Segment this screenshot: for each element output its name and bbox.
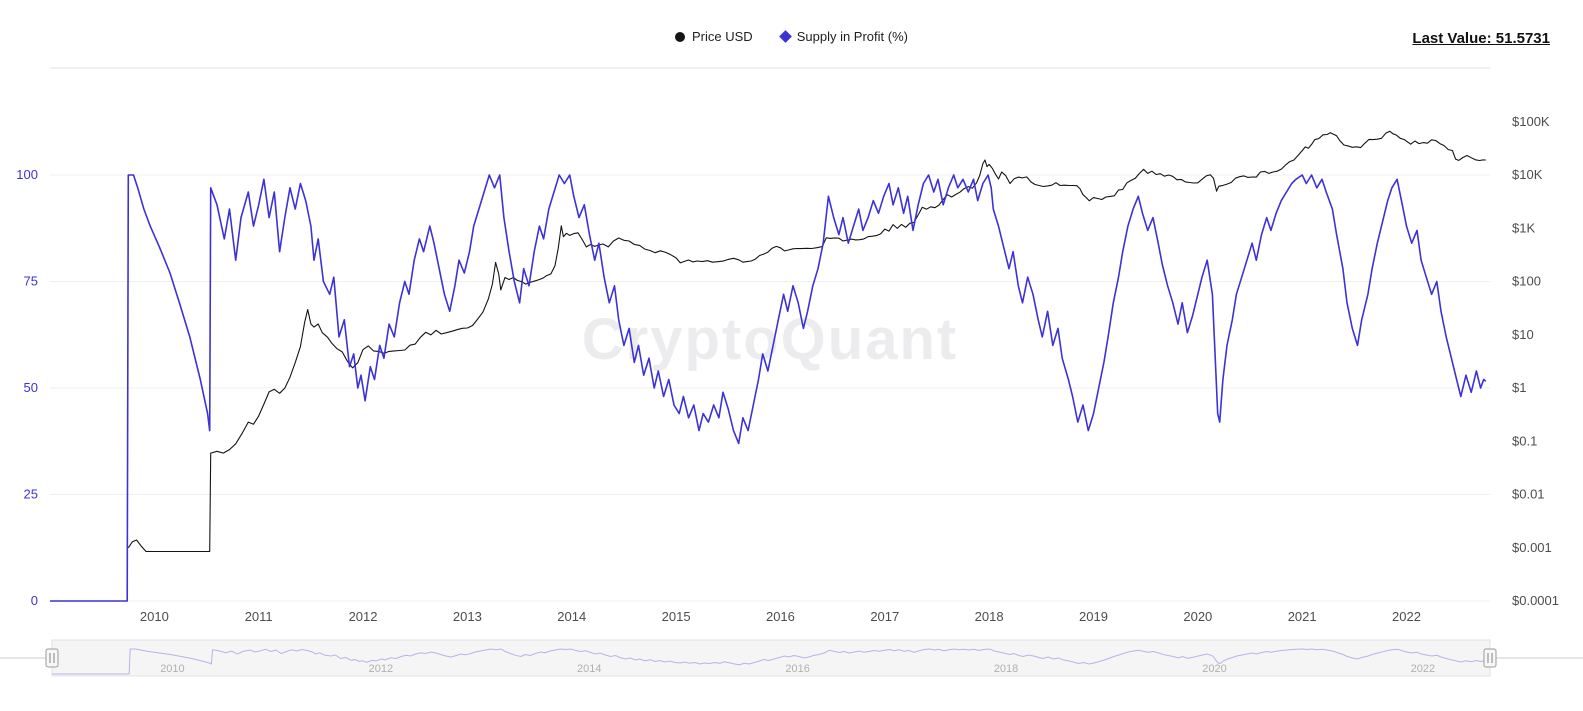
series-line-price-usd	[127, 130, 1486, 553]
legend-item-price-usd[interactable]: Price USD	[675, 29, 753, 44]
y-axis-right-tick-label: $0.01	[1512, 487, 1545, 502]
legend-item-supply-in-profit[interactable]: Supply in Profit (%)	[778, 29, 908, 44]
navigator-year-label: 2018	[994, 663, 1018, 675]
x-axis-tick-label: 2020	[1183, 609, 1212, 624]
y-axis-right-tick-label: $0.0001	[1512, 593, 1559, 608]
x-axis-tick-label: 2019	[1079, 609, 1108, 624]
x-axis-tick-label: 2011	[245, 609, 273, 624]
last-value-label: Last Value: 51.5731	[1412, 30, 1550, 47]
y-axis-right-tick-label: $0.001	[1512, 540, 1552, 555]
navigator-handle-left-grip[interactable]	[45, 648, 59, 668]
x-axis-tick-label: 2012	[349, 609, 378, 624]
y-axis-right-tick-label: $10K	[1512, 167, 1543, 182]
navigator-track[interactable]	[51, 639, 1491, 677]
supply-in-profit-marker-icon	[778, 30, 792, 43]
navigator-handle-right-grip[interactable]	[1483, 648, 1497, 668]
x-axis-tick-label: 2022	[1392, 609, 1421, 624]
y-axis-right-tick-label: $100	[1512, 274, 1541, 289]
navigator-year-label: 2014	[577, 663, 601, 675]
navigator-year-label: 2012	[369, 663, 393, 675]
y-axis-left-tick-label: 0	[31, 593, 38, 608]
y-axis-right-tick-label: $100K	[1512, 114, 1550, 129]
price-usd-marker-icon	[675, 31, 686, 42]
x-axis-tick-label: 2016	[766, 609, 795, 624]
x-axis-tick-label: 2018	[975, 609, 1004, 624]
x-axis-tick-label: 2014	[557, 609, 586, 624]
legend-label-supply-in-profit: Supply in Profit (%)	[796, 29, 908, 44]
x-axis-tick-label: 2017	[870, 609, 899, 624]
y-axis-right-tick-label: $1	[1512, 380, 1526, 395]
navigator-series-line	[52, 648, 1486, 675]
x-axis-tick-label: 2015	[662, 609, 691, 624]
y-axis-right-tick-label: $0.1	[1512, 433, 1537, 448]
series-line-supply-in-profit-	[50, 174, 1487, 602]
y-axis-left-tick-label: 25	[24, 487, 38, 502]
navigator-year-label: 2022	[1411, 663, 1435, 675]
y-axis-left-tick-label: 50	[24, 380, 38, 395]
x-axis-tick-label: 2010	[140, 609, 169, 624]
x-axis-tick-label: 2021	[1288, 609, 1317, 624]
y-axis-left-tick-label: 75	[24, 274, 38, 289]
y-axis-left-tick-label: 100	[16, 167, 38, 182]
navigator-handle-right[interactable]	[1483, 648, 1497, 668]
navigator-year-label: 2020	[1202, 663, 1226, 675]
y-axis-right-tick-label: $1K	[1512, 220, 1535, 235]
navigator-year-label: 2016	[785, 663, 809, 675]
legend: Price USD Supply in Profit (%)	[0, 29, 1583, 44]
navigator-year-label: 2010	[160, 663, 184, 675]
x-axis-tick-label: 2013	[453, 609, 482, 624]
legend-label-price-usd: Price USD	[692, 29, 753, 44]
y-axis-right-tick-label: $10	[1512, 327, 1534, 342]
navigator-handle-left[interactable]	[45, 648, 59, 668]
